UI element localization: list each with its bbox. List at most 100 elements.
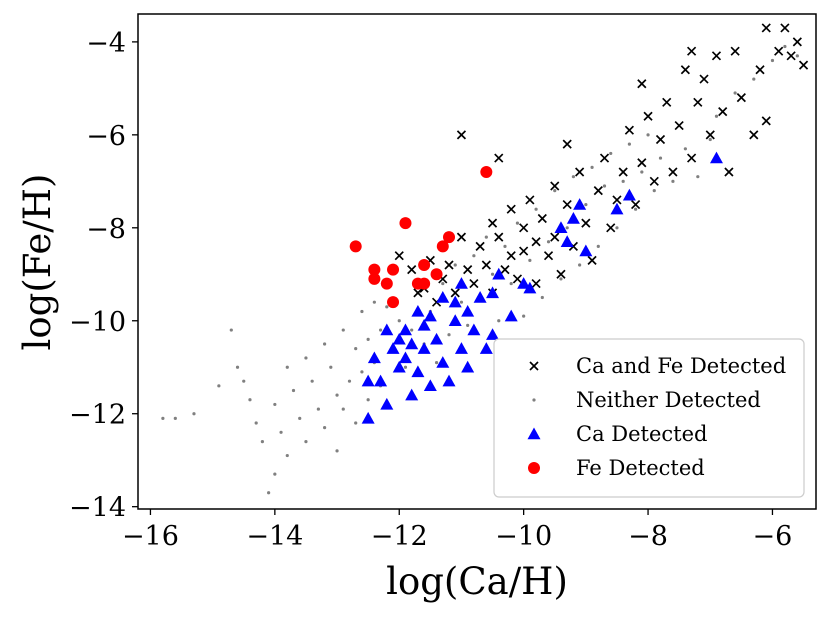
data-point-both <box>792 37 802 47</box>
data-point-both <box>718 107 728 117</box>
data-point-both-stroke-b <box>612 195 622 205</box>
data-point-both-stroke-b <box>606 223 616 233</box>
y-tick-label: −10 <box>69 307 126 338</box>
data-point-neither <box>161 416 165 420</box>
data-point-both-stroke-b <box>463 265 473 275</box>
data-point-ca <box>448 314 462 326</box>
legend: Ca and Fe Detected Neither Detected Ca Det… <box>493 338 805 498</box>
data-point-ca <box>442 374 456 387</box>
data-point-neither <box>360 370 364 374</box>
data-point-neither <box>696 175 700 179</box>
data-point-fe <box>480 166 493 179</box>
data-point-both <box>705 130 715 140</box>
data-point-ca <box>417 342 431 354</box>
data-point-neither <box>285 453 289 458</box>
data-point-both-stroke-b <box>798 60 809 70</box>
data-point-ca <box>374 374 388 387</box>
data-point-fe <box>443 231 456 244</box>
data-point-neither <box>509 281 513 286</box>
data-point-ca <box>430 332 444 345</box>
data-point-neither <box>304 440 308 444</box>
data-point-neither <box>360 309 364 314</box>
data-point-neither <box>341 328 345 332</box>
data-point-neither <box>652 189 656 193</box>
data-point-ca <box>622 188 636 201</box>
data-point-both <box>736 93 746 103</box>
data-point-both <box>643 111 653 121</box>
y-tick-label: −6 <box>86 121 126 152</box>
legend-box <box>493 338 805 498</box>
x-tick-label: −14 <box>246 521 303 552</box>
data-point-ca <box>398 351 412 364</box>
data-point-both-stroke-b <box>711 51 722 61</box>
data-point-both <box>761 23 771 33</box>
y-tick-label: −12 <box>69 400 126 431</box>
data-point-both-stroke-b <box>494 153 504 163</box>
data-point-ca <box>486 328 500 340</box>
data-point-ca <box>573 198 587 210</box>
data-point-ca <box>436 356 450 368</box>
data-point-both <box>463 265 473 275</box>
data-point-neither <box>372 300 376 304</box>
data-point-neither <box>217 384 221 388</box>
data-point-both-stroke-b <box>674 120 684 131</box>
legend-label-ca: Ca Detected <box>576 422 707 446</box>
data-point-both <box>786 51 796 61</box>
data-point-neither <box>453 263 457 267</box>
data-point-both-stroke-b <box>525 195 535 205</box>
data-point-both <box>519 223 529 233</box>
data-point-fe <box>399 217 412 230</box>
data-point-neither <box>578 263 582 267</box>
data-point-neither <box>298 416 302 420</box>
data-point-both <box>624 125 634 135</box>
data-point-neither <box>310 379 314 383</box>
data-point-neither <box>490 272 495 276</box>
data-point-both <box>531 237 541 247</box>
legend-label-neither: Neither Detected <box>576 388 761 412</box>
data-point-neither <box>658 156 663 160</box>
data-point-ca <box>361 411 375 424</box>
data-point-neither <box>459 300 464 304</box>
data-point-neither <box>385 305 389 309</box>
data-point-ca <box>560 235 574 247</box>
data-point-neither <box>522 314 526 318</box>
data-point-both-stroke-b <box>736 93 746 103</box>
data-point-both <box>494 232 504 242</box>
data-point-both-stroke-b <box>637 79 647 89</box>
data-point-neither <box>410 328 414 332</box>
data-point-both <box>774 46 784 56</box>
data-point-both-stroke-b <box>705 130 715 140</box>
data-point-both <box>618 167 628 177</box>
data-point-both-stroke-b <box>693 97 703 107</box>
data-point-both-stroke-b <box>487 218 498 228</box>
data-point-neither <box>466 323 470 328</box>
data-point-neither <box>397 319 401 323</box>
data-point-neither <box>609 151 613 156</box>
data-point-ca <box>392 360 406 373</box>
data-point-both-stroke-b <box>581 218 591 228</box>
data-point-both-stroke-b <box>456 130 467 140</box>
data-point-both-stroke-b <box>749 130 759 140</box>
plot-frame <box>137 13 817 510</box>
data-point-both-stroke-b <box>755 65 765 75</box>
data-point-neither <box>472 254 476 258</box>
data-point-ca <box>467 323 481 336</box>
legend-label-fe: Fe Detected <box>576 456 705 480</box>
data-point-both-stroke-b <box>774 46 784 56</box>
data-point-both <box>631 199 641 210</box>
x-tick-label: −12 <box>371 521 428 552</box>
data-point-both-stroke-b <box>593 186 603 196</box>
data-point-both-stroke-b <box>537 213 547 224</box>
x-tick-label: −6 <box>753 521 793 552</box>
data-point-both <box>444 260 454 270</box>
data-point-both-stroke-b <box>494 232 504 242</box>
legend-marker-both <box>529 361 539 371</box>
y-tick-label: −14 <box>69 493 126 524</box>
data-point-neither <box>254 421 258 425</box>
data-point-both <box>562 139 572 149</box>
data-point-both-stroke-b <box>562 199 572 210</box>
data-point-neither <box>323 342 327 346</box>
data-point-both <box>724 167 734 177</box>
data-point-both <box>599 153 610 163</box>
